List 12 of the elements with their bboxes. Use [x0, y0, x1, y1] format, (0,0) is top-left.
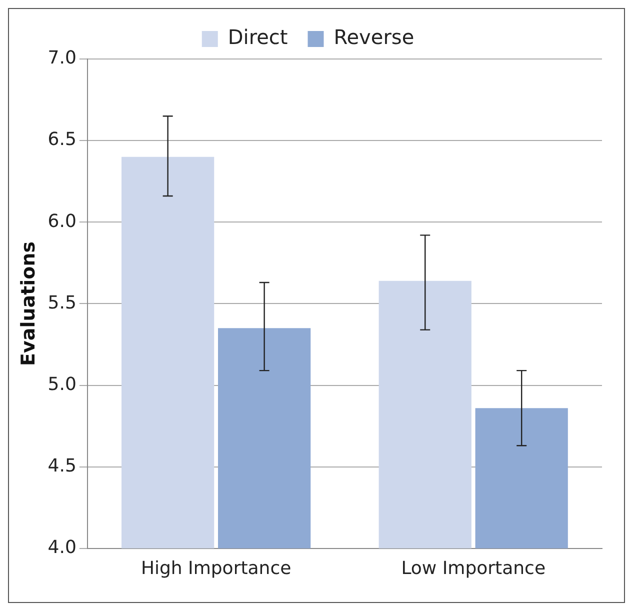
- x-tick-label: High Importance: [140, 558, 292, 579]
- y-tick-label: 6.5: [48, 129, 76, 150]
- y-tick-label: 4.5: [48, 456, 76, 477]
- y-tick-label: 6.0: [48, 210, 76, 232]
- x-tick-label: Low Importance: [401, 558, 546, 579]
- y-tick-label: 5.0: [48, 374, 76, 395]
- y-tick-label: 4.0: [48, 537, 76, 558]
- y-tick-label: 5.5: [48, 292, 76, 314]
- y-tick-label: 7.0: [48, 48, 76, 69]
- legend-label: Direct: [228, 25, 288, 50]
- y-axis-title: Evaluations: [17, 241, 40, 366]
- legend-label: Reverse: [334, 25, 414, 50]
